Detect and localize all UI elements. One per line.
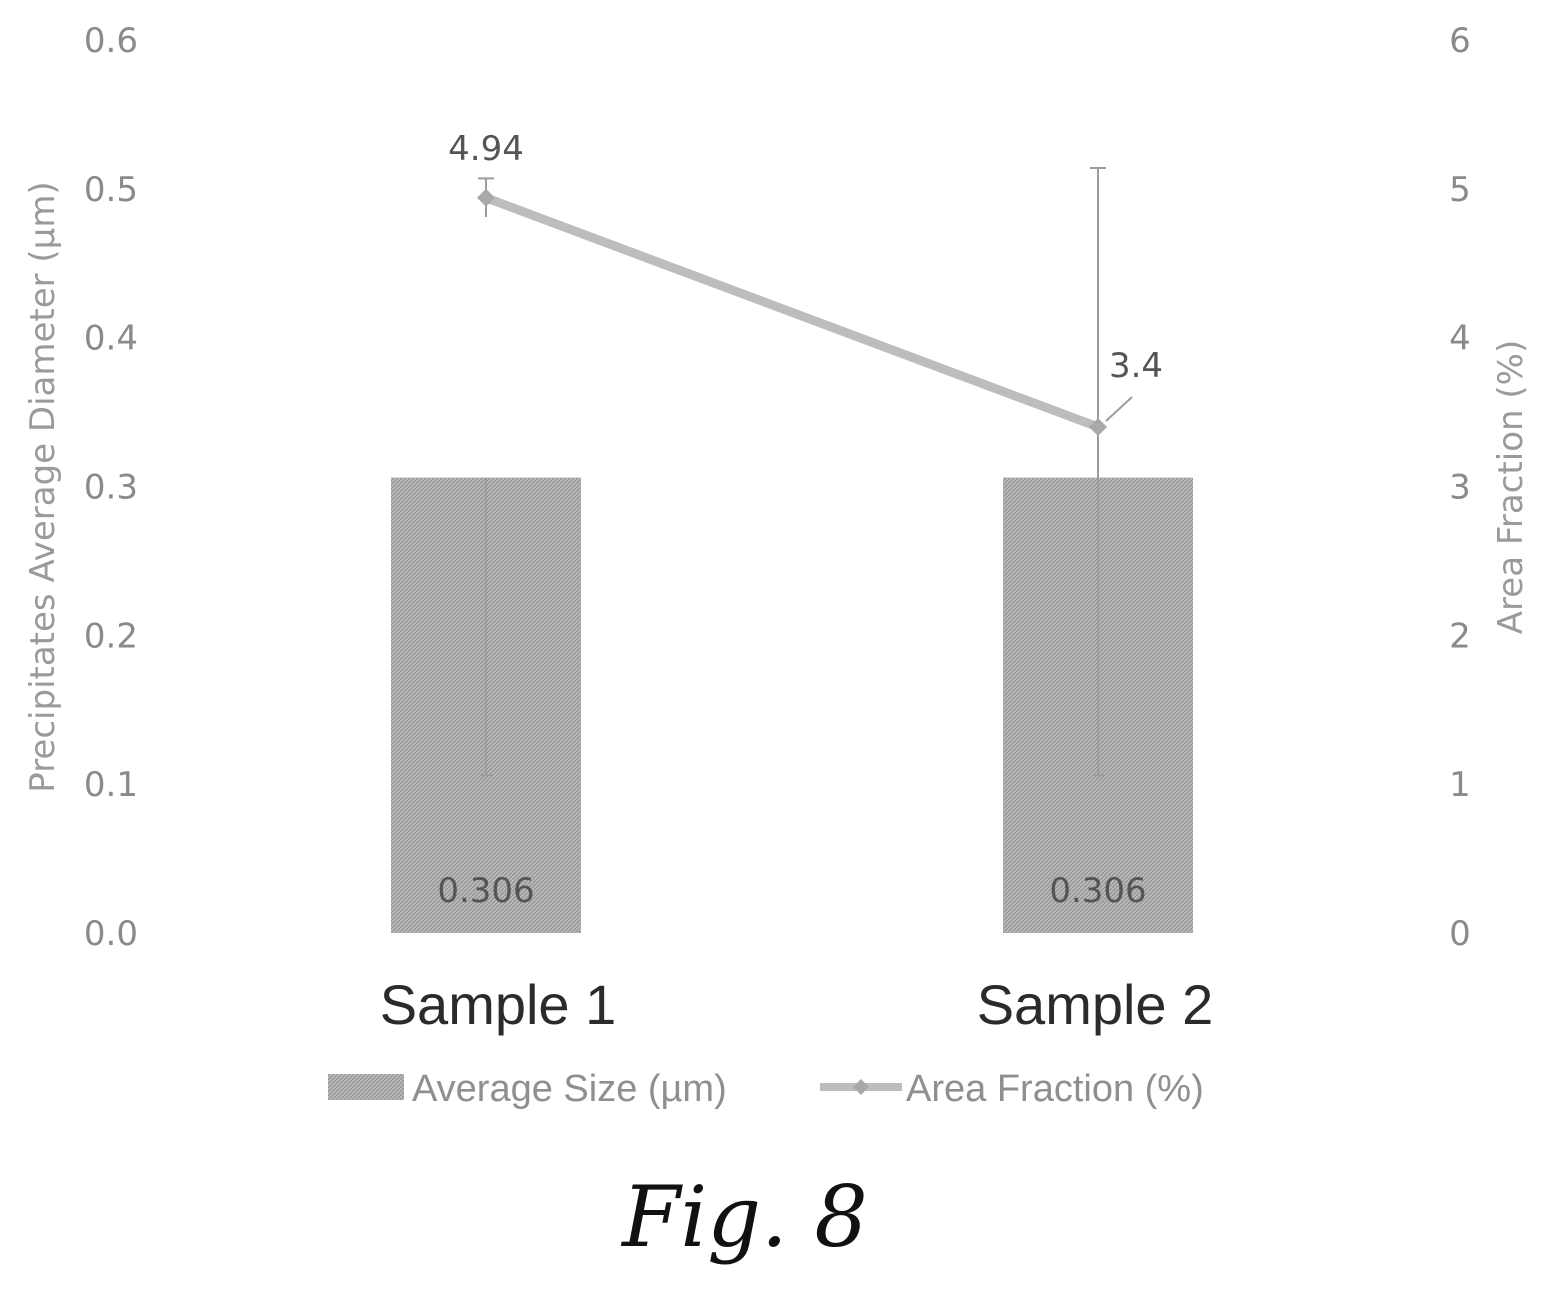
figure-caption: Fig. 8 [620,1168,868,1266]
right-tick-label: 1 [1449,765,1471,805]
area-fraction-series-line [481,193,1103,432]
area-fraction-data-label: 3.4 [1109,346,1163,386]
area-fraction-line: 4.94 3.4 [448,129,1163,436]
data-label-leader-line [1105,396,1133,422]
left-tick-label: 0.4 [84,319,138,359]
right-tick-label: 6 [1449,21,1471,61]
category-label: Sample 1 [380,973,617,1036]
right-tick-label: 0 [1449,914,1471,954]
legend: Average Size (µm) Area Fraction (%) [328,1068,1204,1110]
right-tick-label: 2 [1449,616,1471,656]
left-tick-label: 0.1 [84,765,138,805]
right-axis-title: Area Fraction (%) [1491,340,1531,634]
left-tick-label: 0.3 [84,468,138,508]
area-fraction-data-label: 4.94 [448,129,524,169]
left-axis-title: Precipitates Average Diameter (µm) [23,181,63,792]
category-label: Sample 2 [977,973,1214,1036]
left-tick-label: 0.6 [84,21,138,61]
left-axis-ticks: 0.0 0.1 0.2 0.3 0.4 0.5 0.6 [84,21,138,954]
left-tick-label: 0.2 [84,616,138,656]
category-labels: Sample 1 Sample 2 [380,973,1214,1036]
bar-value-label: 0.306 [437,871,534,911]
area-fraction-marker [477,188,495,207]
right-tick-label: 5 [1449,170,1471,210]
right-tick-label: 4 [1449,319,1471,359]
left-tick-label: 0.0 [84,914,138,954]
bar-value-label: 0.306 [1049,871,1146,911]
right-axis-ticks: 0 1 2 3 4 5 6 [1449,21,1471,954]
bars: 0.306 0.306 [391,477,1193,933]
legend-bar-swatch [328,1074,404,1100]
left-tick-label: 0.5 [84,170,138,210]
legend-line-marker [853,1079,869,1095]
legend-bar-label: Average Size (µm) [412,1068,727,1110]
area-fraction-marker [1089,417,1107,436]
legend-line-label: Area Fraction (%) [906,1068,1204,1110]
right-tick-label: 3 [1449,468,1471,508]
